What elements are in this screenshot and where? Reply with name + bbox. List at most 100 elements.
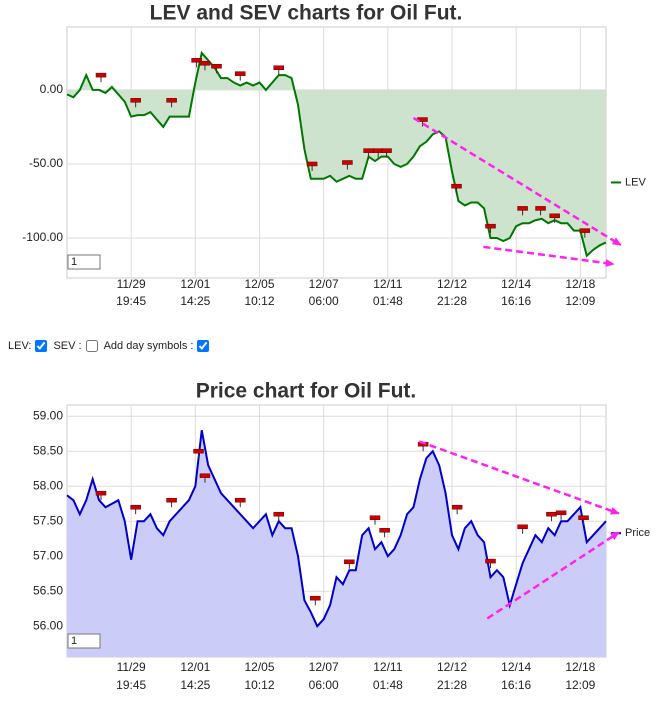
legend-label: Price (625, 527, 650, 539)
x-tick-label: 12/12 (437, 277, 467, 291)
day-symbol (485, 223, 496, 234)
area (67, 430, 606, 657)
y-tick-label: 59.00 (33, 408, 63, 422)
day-symbol (517, 524, 528, 534)
day-symbol (235, 71, 246, 81)
x-tick-label: 06:00 (309, 294, 339, 308)
y-tick-label: 0.00 (40, 82, 64, 96)
day-symbol-flag (235, 497, 246, 503)
y-tick-label: 56.50 (33, 583, 63, 597)
day-symbol (379, 528, 390, 538)
zoom-input[interactable] (67, 633, 101, 649)
y-tick-label: 57.00 (33, 548, 63, 562)
y-tick-label: -50.00 (29, 156, 63, 170)
x-tick-label: 12/14 (501, 660, 531, 674)
price-chart: Price chart for Oil Fut. 11/29 19:45 12/01 1… (33, 380, 650, 693)
lev-checkbox[interactable] (35, 340, 48, 352)
day-symbol-flag (130, 98, 141, 103)
day-symbol (310, 595, 321, 606)
zoom-input[interactable] (67, 254, 101, 270)
trend-arrow (486, 531, 620, 620)
x-tick-label: 12/18 (565, 277, 595, 291)
zoom-input-value: 1 (71, 635, 77, 647)
y-tick-label: 58.00 (33, 478, 63, 492)
day-symbol-flag (485, 558, 496, 564)
legend-label: LEV (625, 176, 646, 188)
day-symbol (273, 511, 284, 522)
area (67, 52, 606, 256)
day-symbol (579, 228, 591, 238)
x-tick-label: 21:28 (437, 294, 467, 308)
x-tick-label: 01:48 (373, 678, 403, 692)
day-symbol-flag (579, 228, 591, 233)
day-symbol-flag (451, 183, 462, 189)
x-tick-label: 14:25 (180, 294, 210, 308)
day-symbol-flag (546, 511, 557, 517)
x-tick-label: 12/07 (309, 660, 339, 674)
zoom-input-value: 1 (71, 256, 77, 268)
trend-arrow (418, 440, 620, 515)
y-tick-label: 58.50 (33, 443, 63, 457)
x-tick-label: 16:16 (501, 678, 531, 692)
sev-checkbox[interactable] (85, 340, 98, 352)
day-symbol (485, 558, 496, 569)
day-symbol (130, 98, 141, 108)
x-tick-label: 10:12 (244, 678, 274, 692)
x-tick-label: 16:16 (501, 294, 531, 308)
day-symbol-flag (235, 71, 246, 76)
x-tick-label: 12/18 (565, 660, 595, 674)
day-symbol (344, 559, 355, 569)
day-symbol (535, 206, 546, 216)
day-symbol (549, 213, 560, 223)
day-symbol-flag (166, 98, 177, 103)
day-symbol (166, 497, 177, 508)
x-tick-label: 12/14 (501, 277, 531, 291)
day-symbol-flag (517, 524, 528, 530)
x-tick-label: 11/29 (117, 277, 146, 291)
day-symbol-flag (273, 65, 284, 70)
day-symbol (199, 61, 211, 71)
y-tick-label: 56.00 (33, 618, 63, 632)
day-symbol-flag (451, 504, 463, 510)
day-symbol-flag (211, 63, 222, 69)
x-tick-label: 19:45 (116, 294, 146, 308)
day-symbol-flag (578, 515, 589, 520)
day-symbol (451, 183, 462, 194)
day-symbol (555, 510, 567, 520)
chart-title: LEV and SEV charts for Oil Fut. (150, 2, 463, 25)
day-symbol (517, 206, 528, 216)
day-symbols-checkbox[interactable] (197, 340, 210, 352)
day-symbol-flag (199, 473, 211, 478)
day-symbol-flag (485, 223, 496, 229)
x-tick-label: 10:12 (244, 294, 274, 308)
x-tick-label: 12:09 (565, 294, 595, 308)
day-symbol (578, 515, 589, 525)
day-symbol (95, 72, 107, 83)
x-tick-label: 21:28 (437, 678, 467, 692)
x-tick-label: 12:09 (565, 678, 595, 692)
y-tick-label: 57.50 (33, 513, 63, 527)
day-symbol-flag (363, 148, 374, 153)
day-symbol-flag (95, 72, 107, 78)
day-symbol-flag (191, 58, 202, 63)
day-symbol-flag (306, 161, 318, 167)
x-tick-label: 12/11 (373, 277, 402, 291)
sev-label: SEV : (53, 340, 82, 352)
day-symbol-flag (166, 497, 177, 503)
day-symbol-flag (130, 504, 141, 510)
day-symbol-flag (344, 559, 355, 565)
series-line (66, 50, 607, 258)
day-symbol (211, 63, 222, 74)
chart-controls: LEV: SEV : Add day symbols : (8, 340, 213, 352)
day-symbol-flag (535, 206, 546, 211)
x-tick-label: 14:25 (180, 678, 210, 692)
day-symbol-flag (193, 448, 204, 454)
x-tick-label: 11/29 (117, 660, 146, 674)
x-tick-label: 12/07 (309, 277, 339, 291)
x-tick-label: 12/12 (437, 660, 467, 674)
x-tick-label: 06:00 (309, 678, 339, 692)
day-symbol (95, 490, 107, 501)
day-symbol (306, 161, 318, 171)
day-symbol (166, 98, 177, 108)
x-tick-label: 12/05 (244, 277, 274, 291)
